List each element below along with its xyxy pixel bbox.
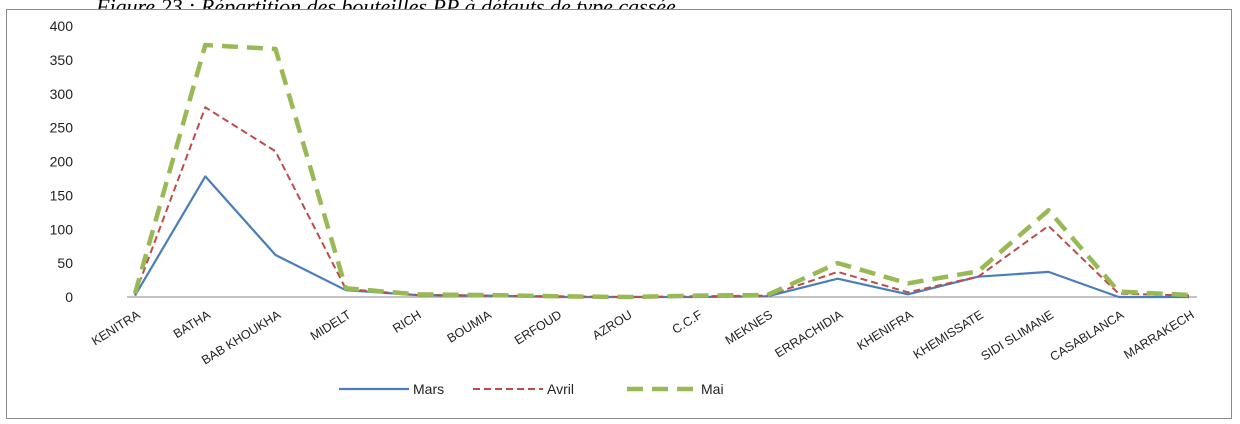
x-tick-label: ERFOUD bbox=[512, 308, 564, 348]
chart-frame: 0 50 100 150 200 250 300 350 400 KENITRA BATHA BAB… bbox=[6, 9, 1232, 419]
legend-label: Mars bbox=[413, 381, 444, 397]
legend-label: Mai bbox=[701, 381, 724, 397]
y-tick-label: 100 bbox=[50, 221, 74, 237]
x-tick-label: SIDI SLIMANE bbox=[979, 308, 1057, 364]
line-chart: 0 50 100 150 200 250 300 350 400 KENITRA BATHABAB… bbox=[50, 18, 1197, 397]
y-tick-label: 0 bbox=[65, 289, 73, 305]
y-tick-label: 50 bbox=[57, 255, 73, 271]
series-line-avril bbox=[134, 106, 1190, 298]
x-tick-label: BATHA bbox=[171, 307, 214, 341]
y-tick-label: 200 bbox=[50, 154, 74, 170]
x-tick-label: MEKNES bbox=[723, 308, 775, 348]
x-tick-label: CASABLANCA bbox=[1048, 307, 1127, 364]
series-line-mars bbox=[134, 175, 1189, 299]
legend: Mars Avril Mai bbox=[339, 381, 724, 397]
y-tick-label: 300 bbox=[50, 86, 74, 102]
series-line-mai bbox=[132, 42, 1190, 300]
x-tick-label: AZROU bbox=[590, 308, 635, 343]
x-tick-label: C.C.F bbox=[670, 307, 705, 336]
y-tick-label: 400 bbox=[50, 18, 74, 34]
x-tick-label: BOUMIA bbox=[445, 307, 495, 345]
x-tick-label: ERRACHIDIA bbox=[772, 307, 845, 360]
series-lines bbox=[132, 42, 1190, 300]
x-tick-label: KENITRA bbox=[89, 307, 143, 348]
y-tick-label: 350 bbox=[50, 52, 74, 68]
x-tick-label: MARRAKECH bbox=[1121, 308, 1196, 362]
x-tick-label: BAB KHOUKHA bbox=[199, 307, 284, 367]
y-tick-label: 150 bbox=[50, 187, 74, 203]
x-tick-label: KHEMISSATE bbox=[911, 308, 986, 362]
x-tick-label: RICH bbox=[390, 308, 423, 336]
legend-label: Avril bbox=[547, 381, 574, 397]
y-tick-label: 250 bbox=[50, 120, 74, 136]
x-tick-label: MIDELT bbox=[308, 307, 354, 343]
x-tick-label: KHENIFRA bbox=[855, 307, 917, 353]
y-axis-ticks: 0 50 100 150 200 250 300 350 400 bbox=[50, 18, 74, 305]
